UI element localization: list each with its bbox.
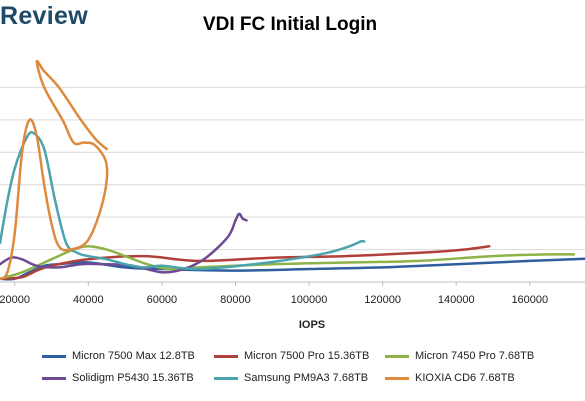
x-tick-label: 40000 [73, 294, 104, 306]
brand-logo-text: Review [0, 2, 88, 30]
x-tick-label: 20000 [0, 294, 30, 306]
x-tick-label: 160000 [511, 294, 548, 306]
chart-title: VDI FC Initial Login [202, 14, 378, 35]
line-chart: 20000 40000 60000 80000 100000 120000 140000 16… [0, 59, 585, 331]
x-tick-label: 80000 [220, 294, 251, 306]
legend-swatch [385, 355, 409, 358]
series-line-4 [0, 212, 248, 274]
legend-swatch [214, 355, 238, 358]
x-axis: 20000 40000 60000 80000 100000 120000 140000 16… [0, 282, 548, 306]
x-tick-label: 60000 [147, 294, 178, 306]
x-axis-label: IOPS [299, 319, 325, 331]
x-tick-label: 140000 [438, 294, 475, 306]
legend-swatch [42, 355, 66, 358]
legend-label: Micron 7500 Max 12.8TB [72, 350, 195, 362]
legend-swatch [214, 377, 238, 380]
legend-swatch [385, 377, 409, 380]
legend-label: Samsung PM9A3 7.68TB [244, 372, 369, 384]
series-line-2 [0, 245, 491, 281]
legend-swatch [42, 377, 66, 380]
series-lines [0, 59, 585, 281]
legend-label: Micron 7500 Pro 15.36TB [244, 350, 370, 362]
series-line-3 [0, 245, 576, 281]
x-tick-label: 120000 [364, 294, 401, 306]
gridlines [0, 86, 585, 283]
legend-label: Solidigm P5430 15.36TB [72, 372, 194, 384]
legend-label: KIOXIA CD6 7.68TB [415, 372, 515, 384]
x-tick-label: 100000 [291, 294, 328, 306]
series-line-1 [0, 257, 585, 281]
series-line-5 [0, 131, 366, 271]
series-line-6 [0, 59, 109, 281]
legend-label: Micron 7450 Pro 7.68TB [415, 350, 535, 362]
